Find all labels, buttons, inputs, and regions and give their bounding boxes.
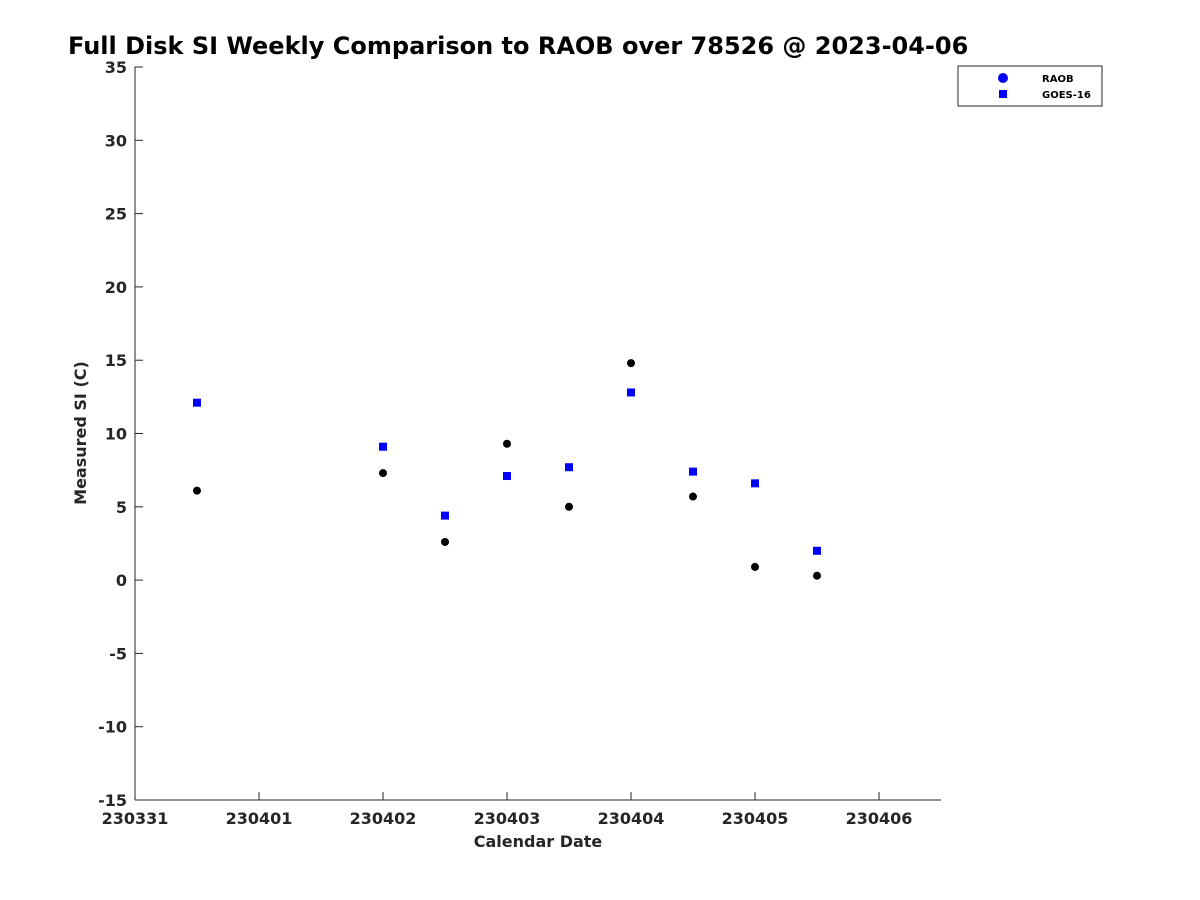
data-point-raob — [689, 492, 697, 501]
data-point-raob — [379, 469, 387, 478]
data-point-goes-16 — [441, 511, 449, 520]
legend-marker-goes-16 — [999, 90, 1007, 98]
y-tick-label: 30 — [105, 131, 127, 150]
y-tick-label: 5 — [116, 498, 127, 517]
data-point-goes-16 — [565, 463, 573, 472]
legend-label-raob: RAOB — [1042, 74, 1074, 85]
data-point-goes-16 — [751, 479, 759, 488]
legend-box — [957, 65, 1103, 107]
data-point-raob — [565, 502, 573, 511]
legend-marker-raob — [998, 73, 1008, 83]
x-tick-label: 230403 — [474, 809, 541, 828]
y-tick-label: 35 — [105, 58, 127, 77]
data-point-raob — [503, 439, 511, 448]
y-tick-label: 25 — [105, 205, 127, 224]
x-tick-label: 230402 — [350, 809, 417, 828]
legend: RAOB GOES-16 — [957, 65, 1103, 107]
data-point-goes-16 — [193, 398, 201, 407]
x-axis-label: Calendar Date — [474, 832, 603, 851]
data-point-goes-16 — [627, 388, 635, 397]
data-point-goes-16 — [813, 546, 821, 555]
data-point-raob — [193, 486, 201, 495]
data-point-raob — [441, 537, 449, 546]
x-tick-label: 230404 — [598, 809, 665, 828]
plot-points — [193, 359, 821, 580]
data-point-goes-16 — [503, 472, 511, 481]
data-point-raob — [627, 359, 635, 368]
y-axis-label: Measured SI (C) — [71, 361, 90, 505]
data-point-goes-16 — [379, 442, 387, 451]
y-tick-label: 0 — [116, 571, 127, 590]
y-tick-label: -5 — [109, 644, 127, 663]
x-tick-label: 230401 — [226, 809, 293, 828]
y-tick-label: -10 — [98, 718, 127, 737]
x-tick-label: 230331 — [102, 809, 169, 828]
y-tick-label: 20 — [105, 278, 127, 297]
y-tick-label: -15 — [98, 791, 127, 810]
data-point-raob — [751, 562, 759, 571]
legend-label-goes-16: GOES-16 — [1042, 90, 1091, 101]
x-tick-label: 230406 — [846, 809, 913, 828]
data-point-goes-16 — [689, 467, 697, 476]
x-tick-label: 230405 — [722, 809, 789, 828]
data-point-raob — [813, 571, 821, 580]
chart-title: Full Disk SI Weekly Comparison to RAOB o… — [68, 32, 968, 60]
y-tick-label: 15 — [105, 351, 127, 370]
y-tick-label: 10 — [105, 425, 127, 444]
